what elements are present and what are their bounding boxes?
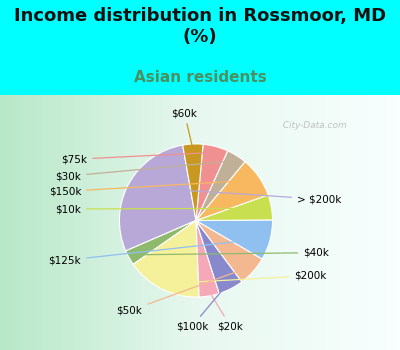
Wedge shape [126, 220, 196, 264]
Text: $30k: $30k [55, 161, 231, 181]
Wedge shape [196, 162, 268, 220]
Wedge shape [133, 220, 199, 297]
Text: $20k: $20k [210, 292, 243, 331]
Wedge shape [196, 220, 262, 282]
Text: $40k: $40k [137, 248, 329, 258]
Text: $10k: $10k [55, 204, 262, 214]
Wedge shape [196, 220, 272, 259]
Text: City-Data.com: City-Data.com [277, 121, 347, 130]
Text: $150k: $150k [49, 180, 251, 196]
Text: $100k: $100k [176, 285, 226, 331]
Text: $200k: $200k [168, 271, 326, 284]
Wedge shape [196, 220, 242, 293]
Text: $75k: $75k [61, 153, 211, 164]
Text: $60k: $60k [172, 108, 198, 147]
Text: $50k: $50k [116, 268, 246, 316]
Text: > $200k: > $200k [137, 187, 342, 204]
Text: Income distribution in Rossmoor, MD
(%): Income distribution in Rossmoor, MD (%) [14, 7, 386, 46]
Wedge shape [196, 220, 219, 297]
Wedge shape [120, 145, 196, 251]
Text: $125k: $125k [48, 239, 261, 265]
Text: Asian residents: Asian residents [134, 70, 266, 85]
Wedge shape [196, 151, 245, 220]
Wedge shape [196, 144, 228, 220]
Wedge shape [183, 144, 203, 220]
Wedge shape [196, 195, 272, 220]
